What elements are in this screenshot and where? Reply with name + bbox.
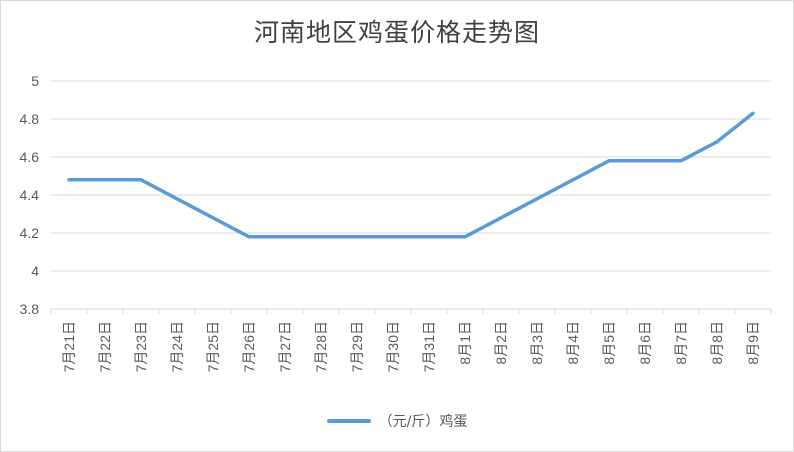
y-tick-label: 5 <box>31 73 39 89</box>
x-tick-label: 8月7日 <box>673 321 689 365</box>
x-tick-label: 7月25日 <box>205 321 221 372</box>
y-tick-label: 4.4 <box>20 187 40 203</box>
x-tick-label: 7月23日 <box>133 321 149 372</box>
x-tick-label: 7月26日 <box>241 321 257 372</box>
x-tick-label: 8月6日 <box>637 321 653 365</box>
line-chart: 3.8 4 4.2 4.4 4.6 4.8 5 7月21日 7月22日 7月23日 7月24日 7月2… <box>20 73 772 372</box>
x-tick-label: 7月30日 <box>385 321 401 372</box>
legend-label: （元/斤）鸡蛋 <box>378 414 468 430</box>
x-tick-label: 8月4日 <box>565 321 581 365</box>
x-tick-label: 8月5日 <box>601 321 617 365</box>
x-tick-label: 8月9日 <box>745 321 761 365</box>
x-tick-label: 7月28日 <box>313 321 329 372</box>
y-tick-label: 3.8 <box>20 301 40 317</box>
y-tick-label: 4.8 <box>20 111 40 127</box>
y-tick-label: 4 <box>31 263 39 279</box>
legend-swatch <box>326 419 371 423</box>
y-tick-label: 4.6 <box>20 149 40 165</box>
chart-title: 河南地区鸡蛋价格走势图 <box>253 18 540 47</box>
x-tick-label: 8月3日 <box>529 321 545 365</box>
x-tick-label: 7月22日 <box>97 321 113 372</box>
x-tick-label: 7月24日 <box>169 321 185 372</box>
x-tick-label: 7月27日 <box>277 321 293 372</box>
x-tick-label: 8月8日 <box>709 321 725 365</box>
series-line <box>67 111 755 239</box>
x-tick-label: 7月21日 <box>61 321 77 372</box>
x-tick-label: 7月31日 <box>421 321 437 372</box>
x-tick-label: 8月1日 <box>457 321 473 365</box>
y-tick-label: 4.2 <box>20 225 40 241</box>
legend: （元/斤）鸡蛋 <box>1 411 793 431</box>
x-tick-label: 7月29日 <box>349 321 365 372</box>
x-tick-label: 8月2日 <box>493 321 509 365</box>
